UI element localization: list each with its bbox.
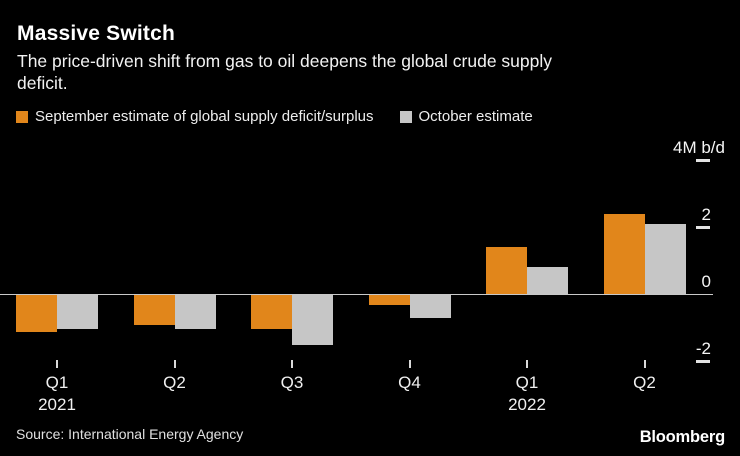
- bar-october-q3-2021: [292, 295, 333, 346]
- bloomberg-logo: Bloomberg: [639, 428, 725, 446]
- legend-label-september: September estimate of global supply defi…: [35, 108, 374, 125]
- legend-item-september: September estimate of global supply defi…: [16, 108, 374, 125]
- y-tick-label-2: 2: [701, 205, 711, 224]
- y-tick-label--2: -2: [695, 339, 711, 358]
- bar-october-q1-2021: [57, 295, 98, 329]
- bar-september-q2-2021: [133, 295, 175, 326]
- y-tick-dash-2: [696, 226, 710, 229]
- y-tick-label-4: 4M b/d: [673, 138, 725, 157]
- chart-title: Massive Switch: [17, 22, 176, 45]
- x-tick-q3-2021: [291, 360, 293, 368]
- bar-september-q1-2022: [486, 247, 527, 294]
- y-tick-label-0: 0: [701, 272, 711, 291]
- chart-subtitle-line-2: deficit.: [17, 73, 68, 93]
- bar-october-q4-2021: [409, 295, 451, 319]
- bar-september-q1-2021: [16, 295, 57, 332]
- y-tick-dash--2: [696, 360, 710, 363]
- x-tick-q1-2021: [56, 360, 58, 368]
- legend-item-october: October estimate: [399, 108, 533, 125]
- x-tick-year-2021: 2021: [38, 395, 76, 414]
- x-tick-q2-2022: [643, 360, 646, 368]
- x-tick-label-q2-2021: Q2: [163, 373, 186, 392]
- bar-october-q2-2021: [174, 295, 216, 329]
- legend-swatch-october-icon: [399, 110, 412, 123]
- chart-subtitle-line-1: The price-driven shift from gas to oil d…: [17, 51, 553, 71]
- y-tick-dash-4: [696, 159, 710, 162]
- source-text: Source: International Energy Agency: [16, 426, 244, 442]
- x-tick-label-q3-2021: Q3: [280, 373, 304, 392]
- x-tick-q2-2021: [173, 360, 176, 368]
- x-tick-label-q1-2021: Q1: [45, 373, 69, 392]
- bar-october-q2-2022: [644, 223, 686, 294]
- chart-plot: 4M b/d 2 0 -2 Q1 2021 Q2 Q3 Q4 Q1 2022 Q2: [0, 138, 740, 420]
- chart-subtitle: The price-driven shift from gas to oil d…: [17, 50, 717, 94]
- x-tick-label-q4-2021: Q4: [398, 373, 421, 392]
- x-tick-q4-2021: [408, 360, 411, 368]
- zero-axis-line: [0, 293, 713, 295]
- legend: September estimate of global supply defi…: [16, 108, 533, 125]
- x-tick-label-q1-2022: Q1: [515, 373, 539, 392]
- x-tick-year-2022: 2022: [508, 395, 546, 414]
- bar-september-q3-2021: [251, 295, 292, 329]
- bar-september-q2-2022: [603, 213, 645, 294]
- bar-september-q4-2021: [368, 295, 410, 306]
- bar-october-q1-2022: [527, 267, 568, 294]
- legend-label-october: October estimate: [418, 108, 533, 125]
- x-tick-q1-2022: [526, 360, 528, 368]
- x-tick-label-q2-2022: Q2: [633, 373, 656, 392]
- legend-swatch-september-icon: [16, 110, 28, 123]
